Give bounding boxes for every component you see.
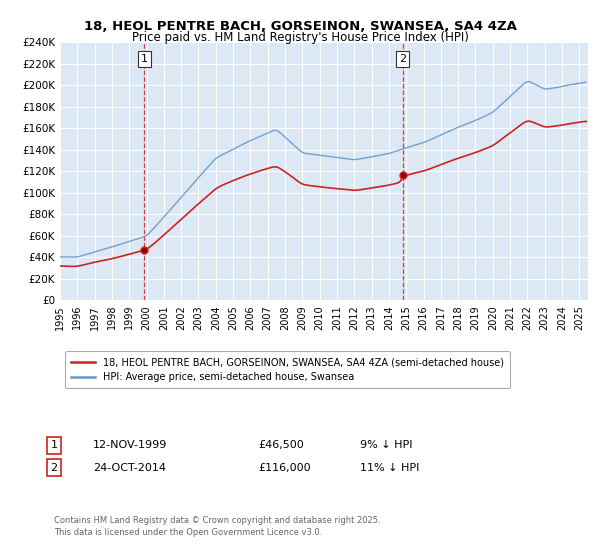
Text: £46,500: £46,500 — [258, 440, 304, 450]
Text: £116,000: £116,000 — [258, 463, 311, 473]
Text: Price paid vs. HM Land Registry's House Price Index (HPI): Price paid vs. HM Land Registry's House … — [131, 31, 469, 44]
Text: 1: 1 — [50, 440, 58, 450]
Text: 9% ↓ HPI: 9% ↓ HPI — [360, 440, 413, 450]
Text: 11% ↓ HPI: 11% ↓ HPI — [360, 463, 419, 473]
Text: Contains HM Land Registry data © Crown copyright and database right 2025.
This d: Contains HM Land Registry data © Crown c… — [54, 516, 380, 537]
Text: 12-NOV-1999: 12-NOV-1999 — [93, 440, 167, 450]
Text: 24-OCT-2014: 24-OCT-2014 — [93, 463, 166, 473]
Text: 1: 1 — [141, 54, 148, 64]
Legend: 18, HEOL PENTRE BACH, GORSEINON, SWANSEA, SA4 4ZA (semi-detached house), HPI: Av: 18, HEOL PENTRE BACH, GORSEINON, SWANSEA… — [65, 351, 509, 388]
Text: 2: 2 — [399, 54, 406, 64]
Text: 18, HEOL PENTRE BACH, GORSEINON, SWANSEA, SA4 4ZA: 18, HEOL PENTRE BACH, GORSEINON, SWANSEA… — [83, 20, 517, 32]
Text: 2: 2 — [50, 463, 58, 473]
